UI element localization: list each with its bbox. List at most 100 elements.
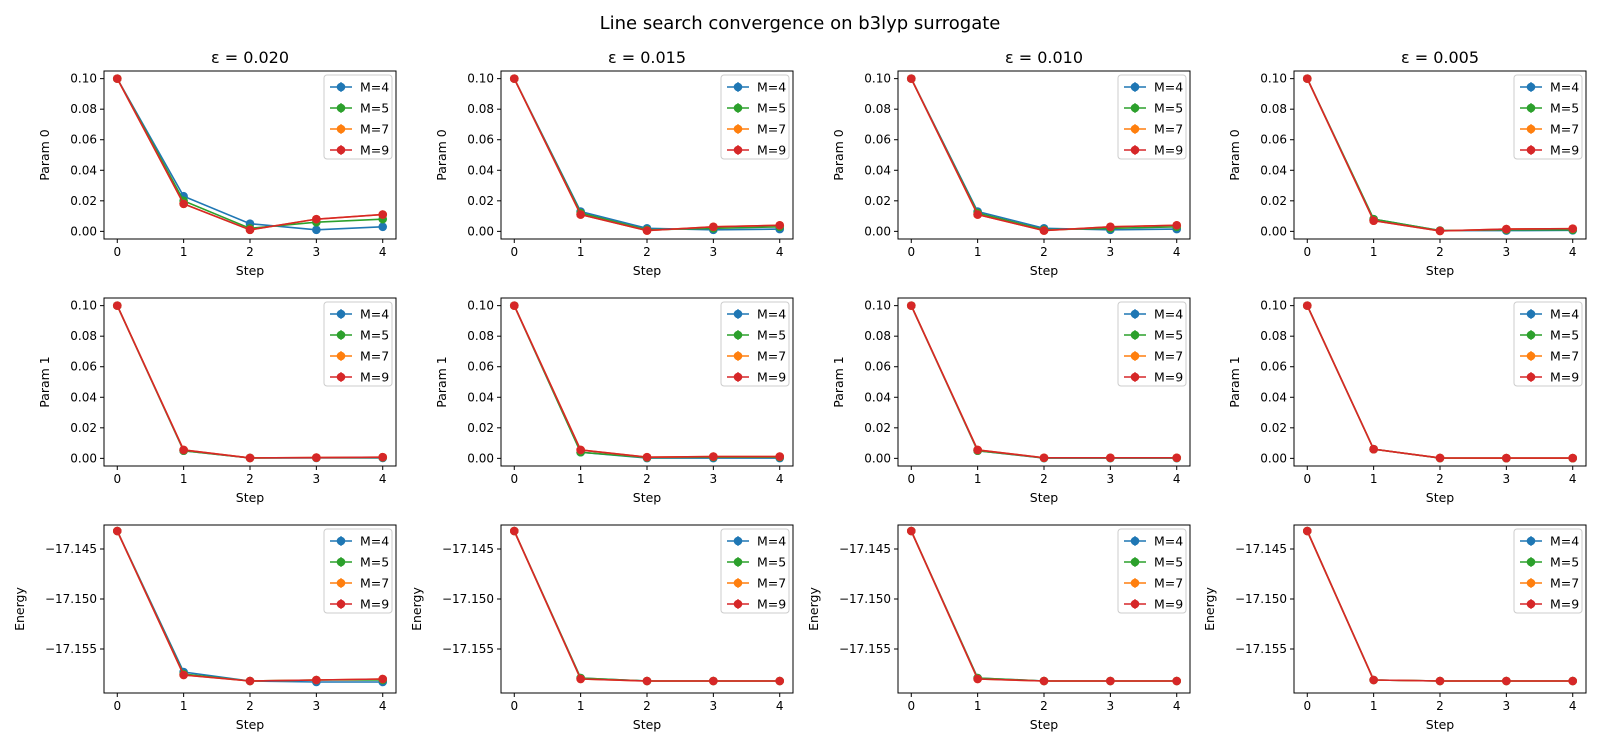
x-axis-label: Step [1030, 717, 1059, 732]
data-point [1172, 676, 1182, 686]
subplot-title: ε = 0.020 [211, 48, 289, 67]
x-axis-label: Step [1426, 717, 1455, 732]
subplot-grid: ε = 0.020 0 1 2 3 4 0.00 0.02 0.04 0.06 0.08 0.10 St… [12, 48, 1587, 732]
y-tick-label: −17.150 [442, 592, 494, 606]
data-point [1039, 226, 1049, 235]
legend-label: M=9 [1550, 370, 1579, 385]
y-tick-label: 0.08 [70, 329, 97, 343]
y-tick-label: 0.04 [1260, 390, 1287, 404]
legend: M=4 M=5 M=7 M=9 [720, 301, 790, 387]
legend-label: M=4 [757, 307, 786, 322]
x-tick-label: 2 [1436, 245, 1444, 259]
y-tick-label: 0.10 [70, 72, 97, 86]
y-tick-label: 0.00 [1260, 224, 1287, 238]
y-tick-label: 0.10 [864, 299, 891, 313]
x-tick-label: 4 [379, 245, 387, 259]
y-tick-label: 0.06 [70, 360, 97, 374]
y-tick-label: −17.155 [839, 642, 891, 656]
data-point [775, 452, 785, 461]
y-tick-label: −17.155 [45, 642, 97, 656]
data-point [576, 210, 585, 219]
legend-label: M=9 [757, 143, 786, 158]
subplot-0-2: ε = 0.010 0 1 2 3 4 0.00 0.02 0.04 0.06 0.08 0.10 St… [831, 48, 1191, 278]
data-point [112, 301, 122, 310]
data-point [312, 214, 321, 224]
subplot-0-3: ε = 0.005 0 1 2 3 4 0.00 0.02 0.04 0.06 0.08 0.10 St… [1227, 48, 1587, 278]
x-tick-label: 4 [1569, 699, 1577, 713]
y-axis-label: Param 1 [831, 356, 846, 408]
x-axis-label: Step [1030, 263, 1059, 278]
data-point [1106, 676, 1115, 686]
legend-label: M=9 [1550, 597, 1579, 612]
y-tick-label: 0.04 [864, 163, 891, 177]
legend-label: M=4 [1550, 307, 1579, 322]
data-point [973, 210, 982, 219]
y-tick-label: 0.00 [1260, 451, 1287, 465]
y-tick-label: 0.00 [864, 224, 891, 238]
data-point [509, 301, 519, 310]
y-tick-label: −17.155 [1235, 642, 1287, 656]
legend-label: M=5 [1550, 328, 1579, 343]
data-point [1172, 220, 1182, 230]
data-point [312, 453, 321, 462]
data-point [1435, 676, 1445, 686]
data-point [906, 526, 916, 536]
x-tick-label: 1 [577, 472, 585, 486]
subplot-title: ε = 0.005 [1401, 48, 1479, 67]
data-point [642, 226, 652, 235]
legend-label: M=9 [1154, 370, 1183, 385]
y-tick-label: 0.04 [1260, 163, 1287, 177]
x-tick-label: 0 [907, 245, 915, 259]
x-tick-label: 2 [643, 472, 651, 486]
y-tick-label: 0.00 [70, 451, 97, 465]
data-point [1502, 676, 1511, 686]
x-tick-label: 1 [974, 472, 982, 486]
legend-label: M=5 [360, 555, 389, 570]
x-tick-label: 3 [313, 699, 321, 713]
data-point [906, 74, 916, 83]
data-point [179, 670, 188, 680]
data-point [1568, 224, 1578, 233]
legend: M=4 M=5 M=7 M=9 [720, 528, 790, 614]
legend-box [323, 74, 393, 160]
legend-label: M=4 [360, 534, 389, 549]
legend-box [720, 74, 790, 160]
legend-box [720, 528, 790, 614]
y-tick-label: 0.08 [864, 329, 891, 343]
y-tick-label: 0.02 [70, 421, 97, 435]
data-point [642, 452, 652, 462]
data-point [1106, 453, 1115, 463]
data-point [1172, 453, 1182, 463]
legend-label: M=5 [1154, 328, 1183, 343]
data-point [1435, 453, 1445, 463]
y-tick-label: 0.02 [70, 194, 97, 208]
data-point [1039, 676, 1049, 686]
x-tick-label: 2 [1436, 472, 1444, 486]
data-point [709, 676, 718, 686]
y-tick-label: 0.06 [864, 133, 891, 147]
x-tick-label: 2 [1040, 472, 1048, 486]
x-tick-label: 0 [1303, 699, 1311, 713]
x-tick-label: 0 [113, 472, 121, 486]
data-point [1302, 74, 1312, 83]
legend-label: M=4 [1550, 80, 1579, 95]
data-point [312, 675, 321, 685]
x-tick-label: 3 [710, 699, 718, 713]
data-point [509, 526, 519, 536]
data-point [973, 445, 982, 455]
subplot-1-2: 0 1 2 3 4 0.00 0.02 0.04 0.06 0.08 0.10 Step Param 1… [831, 297, 1191, 505]
x-axis-label: Step [236, 263, 265, 278]
x-tick-label: 1 [974, 245, 982, 259]
y-tick-label: 0.10 [70, 299, 97, 313]
data-point [509, 74, 519, 83]
y-axis-label: Energy [12, 587, 27, 631]
data-point [1039, 453, 1049, 463]
y-tick-label: 0.02 [864, 194, 891, 208]
legend-label: M=5 [757, 555, 786, 570]
legend-label: M=4 [757, 80, 786, 95]
x-tick-label: 3 [710, 472, 718, 486]
x-tick-label: 3 [313, 245, 321, 259]
legend-label: M=7 [360, 576, 389, 591]
y-tick-label: 0.04 [467, 390, 494, 404]
